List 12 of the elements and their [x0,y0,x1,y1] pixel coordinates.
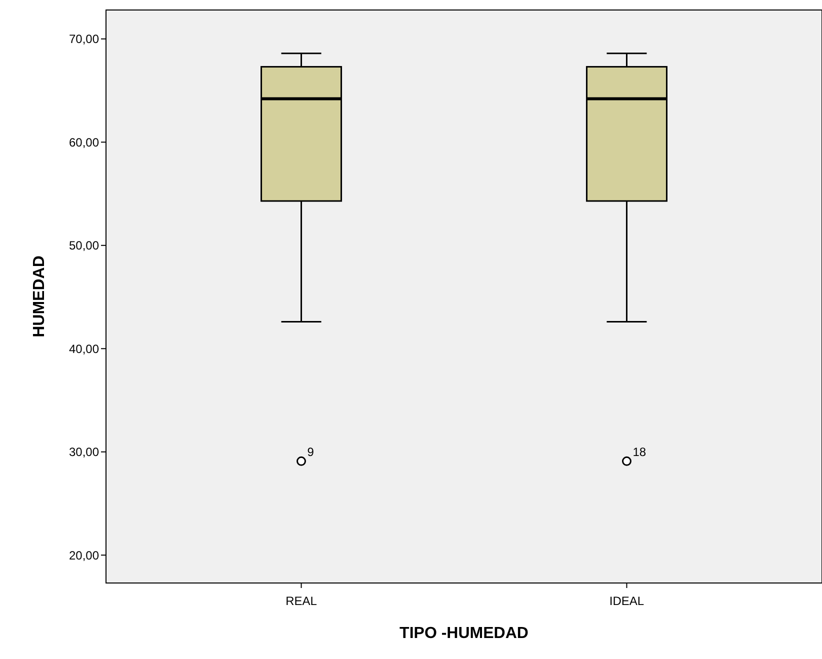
x-tick-label: REAL [286,594,318,608]
annotation: 9 [307,445,314,460]
y-tick-label: 20,00 [68,548,100,562]
y-tick-label: 60,00 [68,135,100,150]
y-tick-label: 30,00 [68,445,100,460]
y-axis-title: HUMEDAD [31,256,48,338]
annotation: 18 [632,445,646,460]
x-tick-label: IDEAL [609,594,644,608]
y-tick-label: 50,00 [68,238,100,253]
y-tick-label: 70,00 [68,32,100,46]
y-tick-label: 40,00 [68,342,100,356]
x-axis-title: TIPO -HUMEDAD [400,625,528,642]
